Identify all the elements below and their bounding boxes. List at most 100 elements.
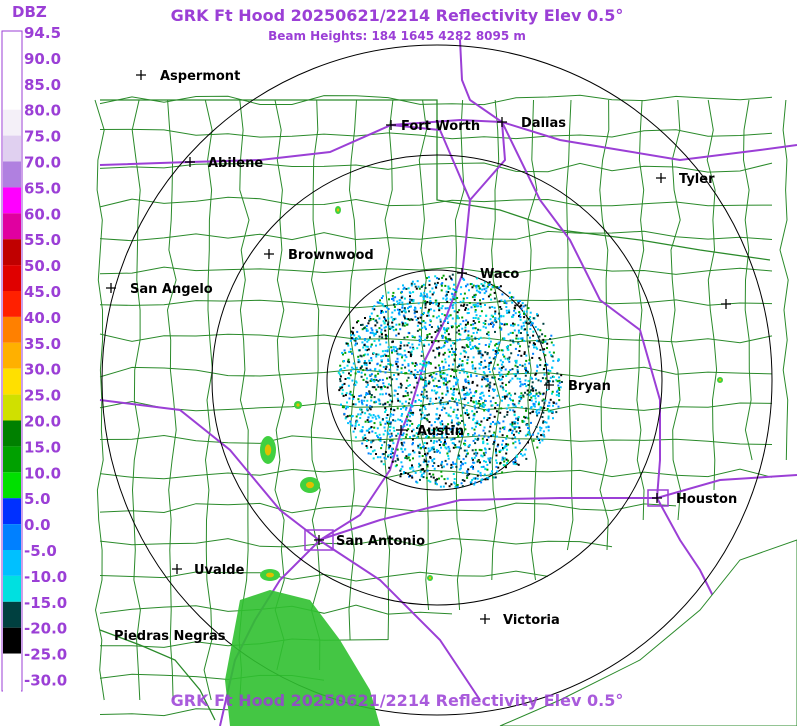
echo <box>468 388 471 391</box>
echo <box>494 423 497 426</box>
echo <box>341 389 344 392</box>
echo <box>428 308 431 311</box>
echo <box>418 338 421 341</box>
echo <box>486 285 489 288</box>
echo <box>428 403 431 406</box>
echo <box>496 445 499 448</box>
echo <box>463 393 466 396</box>
echo <box>479 403 482 406</box>
echo <box>419 464 422 467</box>
echo <box>491 470 493 473</box>
echo <box>474 309 477 311</box>
echo <box>458 399 460 402</box>
echo <box>435 286 438 289</box>
echo <box>414 375 417 378</box>
echo <box>416 347 419 350</box>
echo <box>438 366 441 369</box>
echo <box>442 485 445 488</box>
echo <box>396 357 399 360</box>
echo <box>427 436 430 439</box>
echo <box>503 415 506 418</box>
echo <box>515 425 518 428</box>
echo <box>474 322 477 325</box>
echo <box>514 375 517 378</box>
echo <box>501 399 503 402</box>
echo <box>418 462 420 465</box>
echo <box>340 368 343 371</box>
echo <box>499 411 502 414</box>
echo <box>373 305 376 308</box>
echo <box>366 353 369 356</box>
legend-swatch <box>3 83 21 110</box>
echo <box>440 475 443 478</box>
echo <box>369 368 372 371</box>
echo <box>444 459 447 462</box>
echo <box>414 365 417 367</box>
echo <box>363 434 366 437</box>
echo <box>471 465 474 468</box>
echo <box>388 446 391 449</box>
echo <box>494 406 497 409</box>
echo <box>408 412 411 415</box>
echo <box>360 365 363 368</box>
echo <box>397 302 399 305</box>
echo <box>351 331 354 334</box>
echo <box>479 315 482 317</box>
echo <box>558 376 561 379</box>
legend-swatch <box>3 291 21 317</box>
echo <box>391 294 394 297</box>
echo <box>492 390 495 392</box>
city-marker <box>457 268 467 278</box>
echo <box>512 314 515 317</box>
echo <box>363 344 366 347</box>
echo <box>371 430 374 433</box>
echo <box>439 441 442 443</box>
echo <box>455 377 458 380</box>
echo <box>472 356 475 359</box>
echo <box>511 429 514 432</box>
echo <box>471 339 474 342</box>
echo <box>483 435 486 438</box>
echo <box>353 395 355 398</box>
echo <box>485 290 488 293</box>
echo <box>403 297 406 300</box>
echo <box>417 444 420 447</box>
echo <box>505 302 508 305</box>
echo <box>453 388 456 391</box>
echo <box>423 311 425 314</box>
echo <box>453 482 456 485</box>
echo <box>420 292 423 295</box>
echo <box>506 411 509 414</box>
echo <box>450 463 453 466</box>
echo <box>464 462 467 465</box>
echo <box>489 425 492 428</box>
county-line <box>99 266 773 275</box>
echo <box>483 417 486 420</box>
echo <box>445 298 448 301</box>
echo <box>396 454 399 457</box>
echo <box>544 354 547 357</box>
echo <box>372 439 375 442</box>
echo <box>444 379 447 382</box>
echo <box>479 299 481 302</box>
echo <box>536 314 539 317</box>
echo <box>479 471 482 474</box>
echo <box>425 476 428 479</box>
echo <box>377 414 380 417</box>
echo <box>411 335 414 338</box>
echo <box>389 435 392 438</box>
echo <box>351 352 353 355</box>
echo <box>380 447 383 450</box>
echo <box>439 386 441 388</box>
echo <box>507 345 509 348</box>
echo <box>401 322 404 325</box>
echo <box>394 296 397 299</box>
echo <box>397 287 400 290</box>
echo <box>517 329 520 332</box>
echo <box>541 377 544 380</box>
echo <box>383 326 386 329</box>
echo <box>390 408 392 411</box>
echo <box>371 329 374 332</box>
echo <box>427 311 430 314</box>
echo <box>378 327 381 330</box>
